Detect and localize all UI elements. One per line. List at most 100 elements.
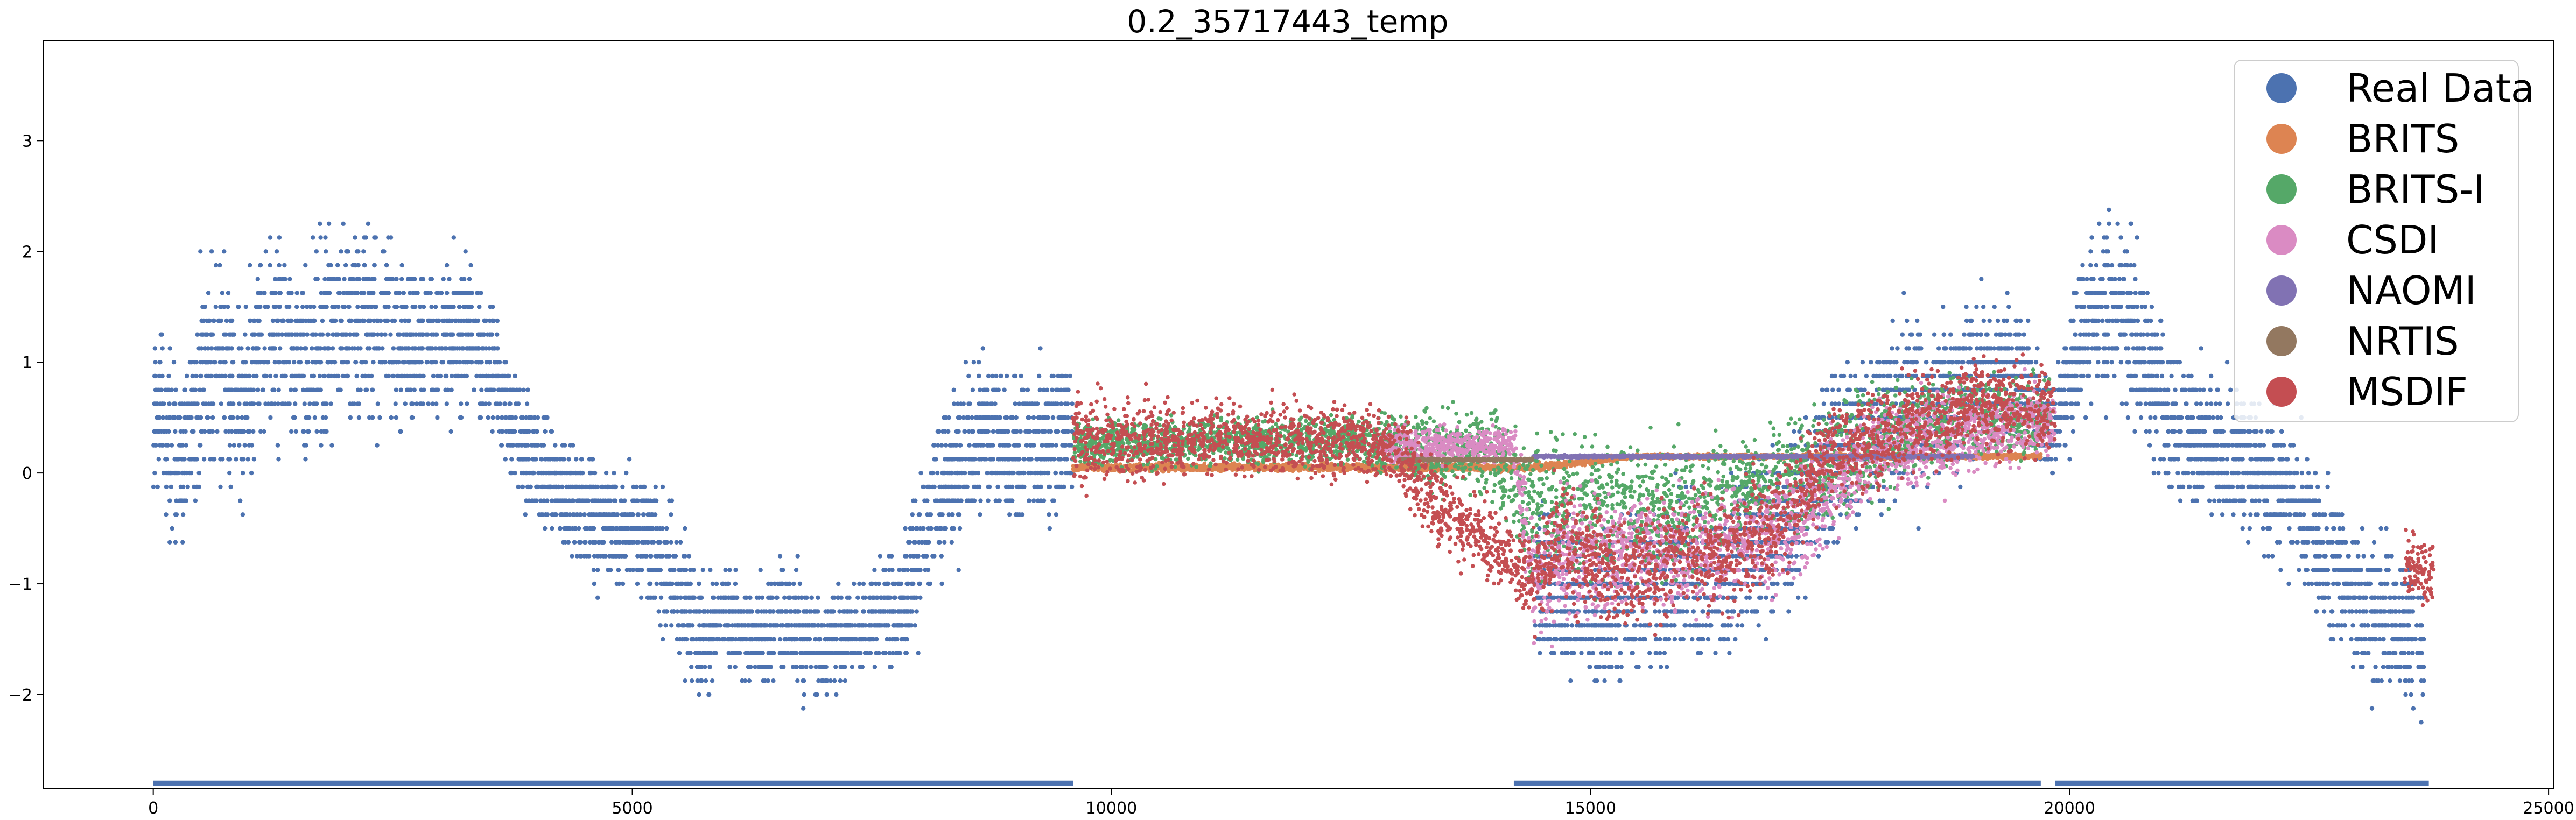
data-point (1055, 484, 1061, 490)
data-point (566, 484, 571, 490)
data-point (468, 291, 473, 295)
data-point (373, 235, 378, 240)
data-point (1064, 470, 1069, 476)
data-point (698, 665, 704, 669)
data-point (418, 346, 424, 351)
data-point (383, 360, 388, 365)
data-point (592, 554, 597, 559)
data-point (227, 332, 232, 337)
data-point (791, 581, 796, 586)
data-point (1041, 498, 1047, 503)
data-point (664, 609, 669, 614)
data-point (582, 526, 588, 531)
data-point (1682, 623, 1687, 628)
data-point (327, 373, 332, 379)
data-point (400, 346, 405, 351)
data-point (414, 401, 419, 406)
data-point (151, 484, 156, 490)
data-point (258, 305, 263, 309)
data-point (605, 484, 610, 490)
data-point (262, 360, 267, 365)
data-point (951, 526, 957, 531)
data-point (1567, 595, 1573, 600)
data-point (1059, 470, 1064, 476)
data-point (320, 318, 325, 323)
data-point (369, 291, 374, 295)
data-point (572, 484, 577, 490)
data-point (942, 540, 947, 545)
data-point (824, 692, 830, 697)
data-point (500, 429, 504, 434)
data-point (354, 249, 360, 254)
data-point (326, 263, 331, 268)
data-point (396, 332, 401, 337)
data-point (1688, 623, 1693, 628)
data-point (410, 277, 415, 281)
data-point (1007, 512, 1012, 517)
data-point (475, 291, 481, 295)
data-point (408, 291, 412, 295)
data-point (733, 609, 739, 614)
data-point (223, 360, 228, 365)
data-point (773, 581, 777, 586)
data-point (634, 540, 640, 545)
data-point (863, 623, 868, 628)
data-point (938, 512, 944, 517)
data-point (185, 484, 190, 490)
data-point (487, 387, 493, 392)
data-point (152, 373, 157, 379)
data-point (887, 568, 892, 572)
data-point (1056, 457, 1061, 462)
data-point (548, 457, 553, 462)
data-point (194, 484, 199, 490)
data-point (422, 387, 426, 392)
data-point (562, 526, 567, 531)
data-point (510, 443, 515, 448)
data-point (816, 595, 820, 600)
data-point (979, 457, 984, 462)
data-point (721, 637, 726, 642)
data-point (152, 401, 157, 406)
data-point (437, 318, 441, 323)
data-point (613, 498, 618, 503)
data-point (759, 609, 764, 614)
data-point (1031, 498, 1036, 503)
data-point (794, 595, 799, 600)
data-point (344, 291, 349, 295)
data-point (646, 526, 651, 531)
data-point (953, 443, 958, 448)
data-point (1568, 678, 1573, 683)
data-point (156, 387, 162, 392)
data-point (417, 305, 423, 309)
data-point (1025, 387, 1030, 392)
data-point (315, 387, 320, 392)
data-point (594, 512, 599, 517)
data-point (449, 332, 454, 337)
data-point (1056, 415, 1061, 420)
data-point (318, 360, 324, 365)
data-point (620, 484, 625, 490)
data-point (478, 373, 483, 379)
data-point (184, 443, 188, 448)
data-point (380, 346, 385, 351)
data-point (428, 291, 433, 295)
data-point (887, 665, 893, 669)
data-point (254, 373, 259, 379)
data-point (784, 609, 790, 614)
data-point (412, 387, 417, 392)
data-point (935, 526, 940, 531)
data-point (942, 526, 947, 531)
data-point (956, 415, 961, 420)
data-point (788, 609, 794, 614)
data-point (352, 401, 357, 406)
data-point (1605, 623, 1610, 628)
data-point (483, 318, 489, 323)
data-point (167, 540, 172, 545)
data-point (243, 332, 248, 337)
data-point (771, 637, 777, 642)
data-point (541, 470, 546, 476)
data-point (170, 415, 175, 420)
data-point (600, 540, 605, 545)
data-point (189, 387, 194, 392)
data-point (324, 401, 329, 406)
